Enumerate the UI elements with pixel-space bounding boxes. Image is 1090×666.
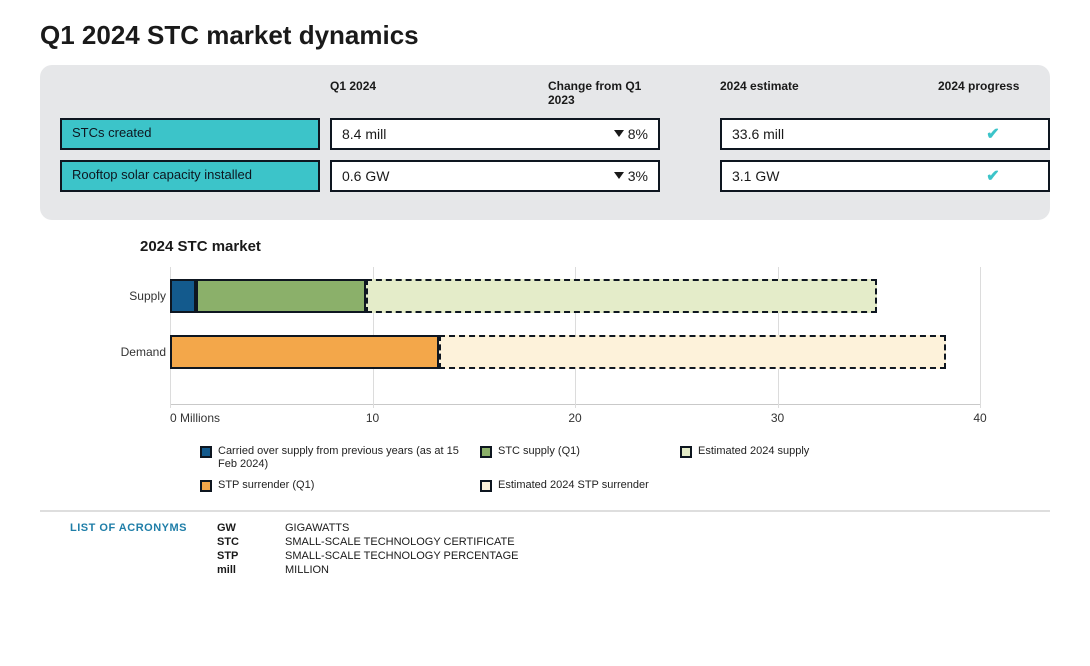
acronym-key: GW xyxy=(217,522,267,534)
metric-change: 8% xyxy=(548,118,660,150)
legend-swatch xyxy=(480,480,492,492)
y-axis-label: Demand xyxy=(110,345,166,359)
page-title: Q1 2024 STC market dynamics xyxy=(40,20,1050,51)
acronyms: LIST OF ACRONYMS GW GIGAWATTS STC SMALL-SCA… xyxy=(40,522,1050,576)
legend-label: Carried over supply from previous years … xyxy=(218,445,480,471)
chart-section: 2024 STC market SupplyDemand 0 Millions1… xyxy=(40,238,1050,493)
acronym-value: SMALL-SCALE TECHNOLOGY CERTIFICATE xyxy=(285,536,519,548)
metric-estimate: 3.1 GW xyxy=(720,160,940,192)
x-axis-tick: 0 Millions xyxy=(170,411,220,425)
metric-q1-value: 8.4 mill xyxy=(330,118,550,150)
check-icon: ✔ xyxy=(986,166,999,186)
acronym-value: SMALL-SCALE TECHNOLOGY PERCENTAGE xyxy=(285,550,519,562)
bar-segment-carried_over xyxy=(170,279,196,313)
col-q1: Q1 2024 xyxy=(330,79,550,108)
legend-item: Estimated 2024 supply xyxy=(680,445,900,471)
legend-label: Estimated 2024 STP surrender xyxy=(498,479,649,492)
bar-segment-demand_est xyxy=(439,335,945,369)
x-axis-tick: 10 xyxy=(366,411,379,425)
legend-item: Carried over supply from previous years … xyxy=(200,445,480,471)
metric-q1-value: 0.6 GW xyxy=(330,160,550,192)
check-icon: ✔ xyxy=(986,124,999,144)
metrics-row: Rooftop solar capacity installed 0.6 GW3%… xyxy=(60,160,1030,192)
legend-label: Estimated 2024 supply xyxy=(698,445,809,458)
metric-progress: ✔ xyxy=(938,160,1050,192)
acronym-value: GIGAWATTS xyxy=(285,522,519,534)
chart-area: SupplyDemand 0 Millions10203040 xyxy=(170,271,980,431)
x-axis-tick: 20 xyxy=(568,411,581,425)
bar-row xyxy=(170,279,980,313)
legend-label: STC supply (Q1) xyxy=(498,445,580,458)
col-estimate: 2024 estimate xyxy=(720,79,940,108)
acronym-value: MILLION xyxy=(285,564,519,576)
caret-down-icon xyxy=(614,130,624,137)
legend-swatch xyxy=(480,446,492,458)
bar-row xyxy=(170,335,980,369)
gridline xyxy=(980,267,981,408)
legend-item: Estimated 2024 STP surrender xyxy=(480,479,680,492)
chart-legend: Carried over supply from previous years … xyxy=(200,445,990,493)
x-axis-tick: 30 xyxy=(771,411,784,425)
chart-xaxis: 0 Millions10203040 xyxy=(170,405,980,431)
bar-segment-supply_q1 xyxy=(196,279,366,313)
acronym-key: STC xyxy=(217,536,267,548)
legend-item: STP surrender (Q1) xyxy=(200,479,480,492)
acronym-key: STP xyxy=(217,550,267,562)
acronyms-title: LIST OF ACRONYMS xyxy=(70,522,187,576)
metric-label: STCs created xyxy=(60,118,320,150)
acronym-key: mill xyxy=(217,564,267,576)
legend-label: STP surrender (Q1) xyxy=(218,479,314,492)
legend-swatch xyxy=(200,446,212,458)
divider xyxy=(40,510,1050,512)
bar-segment-supply_est xyxy=(366,279,876,313)
chart-title: 2024 STC market xyxy=(140,238,990,255)
metric-progress: ✔ xyxy=(938,118,1050,150)
legend-swatch xyxy=(200,480,212,492)
metrics-header: Q1 2024 Change from Q1 2023 2024 estimat… xyxy=(60,79,1030,108)
metrics-panel: Q1 2024 Change from Q1 2023 2024 estimat… xyxy=(40,65,1050,220)
chart-plot: SupplyDemand xyxy=(170,271,980,405)
metric-change: 3% xyxy=(548,160,660,192)
y-axis-label: Supply xyxy=(110,289,166,303)
metric-label: Rooftop solar capacity installed xyxy=(60,160,320,192)
bar-segment-demand_q1 xyxy=(170,335,439,369)
col-progress: 2024 progress xyxy=(938,79,1050,108)
caret-down-icon xyxy=(614,172,624,179)
metric-estimate: 33.6 mill xyxy=(720,118,940,150)
x-axis-tick: 40 xyxy=(973,411,986,425)
legend-swatch xyxy=(680,446,692,458)
legend-item: STC supply (Q1) xyxy=(480,445,680,471)
col-change: Change from Q1 2023 xyxy=(548,79,660,108)
metrics-row: STCs created 8.4 mill8% 33.6 mill ✔ xyxy=(60,118,1030,150)
